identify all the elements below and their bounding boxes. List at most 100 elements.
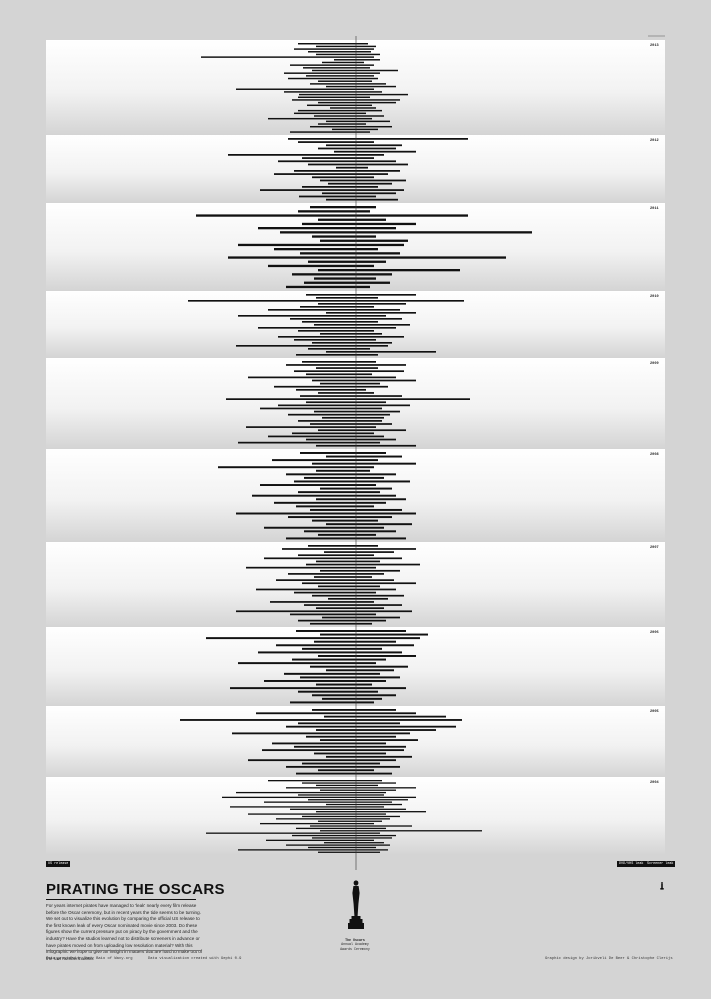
- film-bar: [294, 480, 410, 483]
- film-bar: [236, 88, 374, 90]
- film-bar: [302, 361, 376, 363]
- film-bar: [262, 749, 404, 752]
- film-bar: [308, 260, 386, 263]
- film-bar: [302, 815, 400, 818]
- film-bar: [298, 794, 384, 796]
- film-bar: [318, 303, 406, 305]
- film-bar: [290, 318, 402, 320]
- film-bar: [318, 533, 376, 536]
- film-bar: [288, 516, 392, 519]
- film-bar: [304, 281, 390, 284]
- film-bar: [290, 701, 374, 704]
- film-bar: [278, 336, 404, 338]
- film-bar: [222, 796, 416, 799]
- film-bar: [272, 459, 378, 462]
- film-bar: [318, 80, 372, 82]
- film-bar: [336, 166, 368, 169]
- film-bar: [228, 256, 506, 259]
- film-bar: [292, 273, 392, 276]
- film-bar: [296, 505, 374, 508]
- film-bar: [308, 51, 371, 53]
- film-bar: [318, 820, 382, 822]
- film-bar: [298, 96, 370, 99]
- film-bar: [312, 69, 398, 72]
- film-bar: [310, 206, 376, 209]
- film-bar: [276, 818, 390, 820]
- film-bar: [286, 537, 406, 540]
- film-bar: [290, 808, 406, 810]
- statue-caption: The Oscars Annual Academy Awards Ceremon…: [340, 938, 370, 951]
- film-bar: [236, 512, 416, 515]
- film-bar: [316, 469, 370, 472]
- film-bar: [318, 392, 374, 394]
- film-bar: [304, 530, 396, 533]
- film-bar: [296, 827, 386, 830]
- film-bar: [302, 582, 416, 585]
- film-bar: [316, 498, 406, 501]
- film-bar: [264, 680, 386, 682]
- film-bar: [314, 752, 386, 755]
- film-bar: [318, 429, 406, 432]
- film-bar: [316, 53, 380, 56]
- film-bar: [290, 64, 374, 66]
- film-bar: [286, 285, 370, 289]
- film-bar: [334, 150, 416, 153]
- film-bar: [312, 837, 392, 839]
- page-title: PIRATING THE OSCARS: [46, 881, 225, 898]
- film-bar: [299, 93, 408, 96]
- film-bar: [314, 324, 410, 326]
- film-bar: [306, 401, 386, 404]
- film-bar: [260, 484, 376, 486]
- film-bar: [322, 697, 382, 700]
- film-bar: [326, 144, 402, 147]
- film-bar: [306, 294, 416, 296]
- film-bar: [298, 420, 382, 422]
- credit-design: Graphic design by Jorikveli De Beer & Ch…: [545, 957, 673, 961]
- film-bar: [302, 186, 378, 188]
- film-bar: [320, 239, 408, 242]
- film-bar: [326, 85, 396, 88]
- film-bar: [314, 576, 372, 578]
- year-label: 2009: [650, 362, 659, 366]
- film-bar: [258, 651, 402, 654]
- year-band-2012: [46, 135, 665, 203]
- film-bar: [332, 128, 378, 131]
- film-bar: [292, 99, 400, 101]
- year-label: 2012: [650, 139, 659, 143]
- film-bar: [238, 243, 404, 247]
- film-bar: [286, 725, 456, 728]
- film-bar: [316, 784, 378, 787]
- film-bar: [264, 801, 392, 803]
- film-bar: [300, 252, 400, 255]
- film-bar: [266, 839, 374, 841]
- year-label: 2004: [650, 781, 659, 785]
- film-bar: [324, 551, 394, 553]
- film-bar: [260, 822, 374, 825]
- film-bar: [292, 834, 396, 837]
- film-bar: [310, 83, 386, 85]
- film-bar: [306, 735, 396, 738]
- title-underline: [46, 899, 196, 900]
- film-bar: [320, 179, 406, 182]
- film-bar: [300, 676, 400, 679]
- film-bar: [326, 351, 436, 353]
- film-bar: [308, 163, 408, 166]
- film-bar: [322, 192, 396, 195]
- film-bar: [274, 248, 378, 251]
- statue-caption-subtitle: Annual Academy Awards Ceremony: [340, 942, 370, 951]
- film-bar: [316, 607, 384, 610]
- film-bar: [312, 709, 396, 711]
- film-bar: [298, 43, 368, 45]
- film-bar: [302, 647, 382, 650]
- film-bar: [326, 455, 402, 458]
- film-bar: [298, 554, 374, 557]
- film-bar: [316, 45, 376, 48]
- film-bar: [302, 222, 416, 226]
- film-bar: [230, 806, 384, 808]
- film-bar: [302, 157, 374, 159]
- film-bar: [294, 339, 376, 341]
- year-band-2005: [46, 706, 665, 777]
- film-bar: [303, 67, 370, 69]
- film-bar: [316, 367, 378, 369]
- film-bar: [288, 413, 390, 416]
